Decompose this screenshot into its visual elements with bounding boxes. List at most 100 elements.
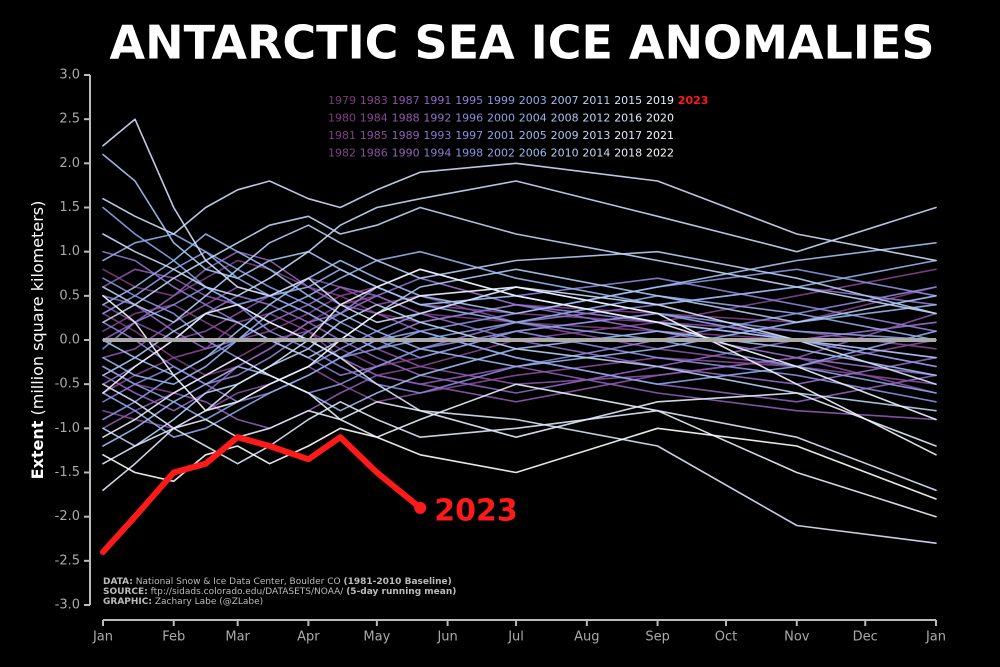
note-extra: (1981-2010 Baseline)	[344, 577, 452, 587]
series-line	[102, 286, 937, 385]
y-tick-label: 1.5	[59, 200, 80, 215]
series-line	[102, 286, 937, 456]
legend-entry: 2005	[519, 129, 547, 142]
legend-entry: 1981	[328, 129, 356, 142]
legend-entry: 2003	[519, 94, 547, 107]
legend-entry: 2012	[582, 112, 610, 125]
legend-entry: 2014	[582, 147, 610, 160]
y-tick-label: 0.0	[59, 333, 80, 348]
note-label: GRAPHIC:	[103, 597, 152, 607]
line-end-label: 2023	[434, 493, 518, 528]
legend-entry: 2000	[487, 112, 515, 125]
legend-entry: 2011	[582, 94, 610, 107]
x-tick-label: Jun	[436, 630, 457, 645]
series-line	[102, 162, 937, 262]
y-tick-label: 1.0	[59, 244, 80, 259]
x-tick-label: Sep	[645, 630, 670, 645]
series-line	[102, 268, 937, 421]
legend-entry: 2018	[614, 147, 642, 160]
legend-entry: 2020	[646, 112, 674, 125]
note-text: Zachary Labe (@ZLabe)	[155, 597, 263, 607]
legend-entry: 2013	[582, 129, 610, 142]
legend-entry: 2016	[614, 112, 642, 125]
legend-entry: 2015	[614, 94, 642, 107]
series-line	[102, 224, 937, 324]
legend-entry: 1984	[360, 112, 388, 125]
legend-entry: 1990	[392, 147, 420, 160]
series-line	[100, 434, 424, 555]
legend-entry: 1989	[392, 129, 420, 142]
legend-entry: 2002	[487, 147, 515, 160]
series-line	[102, 356, 937, 518]
note-label: DATA:	[103, 577, 133, 587]
legend-entry: 1987	[392, 94, 420, 107]
x-tick-label: Aug	[574, 630, 599, 645]
legend-entry: 2001	[487, 129, 515, 142]
legend-entry: 1985	[360, 129, 388, 142]
x-tick-label: Jan	[925, 630, 946, 645]
y-tick-label: -3.0	[55, 598, 80, 613]
legend-entry: 2004	[519, 112, 547, 125]
legend-entry: 2023	[678, 94, 709, 107]
x-tick-label: Mar	[225, 630, 250, 645]
legend-entry: 1992	[423, 112, 451, 125]
y-tick-label: 2.5	[59, 112, 80, 127]
legend-entry: 2008	[551, 112, 579, 125]
series-line	[102, 427, 937, 500]
legend-entry: 1999	[487, 94, 515, 107]
legend-entry: 2017	[614, 129, 642, 142]
legend-entry: 1979	[328, 94, 356, 107]
y-tick-label: 3.0	[59, 68, 80, 83]
line-end-point	[414, 501, 427, 514]
legend-entry: 2021	[646, 129, 674, 142]
legend-entry: 1983	[360, 94, 388, 107]
legend-entry: 1982	[328, 147, 356, 160]
note-extra: (5-day running mean)	[346, 587, 456, 597]
x-tick-label: Apr	[297, 630, 320, 645]
x-tick-label: Nov	[784, 630, 810, 645]
legend-entry: 1998	[455, 147, 483, 160]
source-note: GRAPHIC: Zachary Labe (@ZLabe)	[103, 597, 263, 607]
y-tick-label: -2.5	[55, 553, 80, 568]
y-tick-label: 2.0	[59, 156, 80, 171]
chart-title: ANTARCTIC SEA ICE ANOMALIES	[110, 16, 935, 70]
series-line	[102, 339, 937, 544]
y-tick-label: -0.5	[55, 377, 80, 392]
x-tick-label: Jan	[92, 630, 113, 645]
series-line	[102, 330, 937, 438]
lines	[102, 118, 937, 544]
legend-entry: 2010	[551, 147, 579, 160]
y-tick-label: -2.0	[55, 509, 80, 524]
x-tick-label: Dec	[853, 630, 878, 645]
y-tick-label: -1.0	[55, 421, 80, 436]
series-line	[102, 401, 937, 491]
legend-entry: 1980	[328, 112, 356, 125]
legend-entry: 1991	[423, 94, 451, 107]
note-label: SOURCE:	[103, 587, 148, 597]
note-text: National Snow & Ice Data Center, Boulder…	[136, 577, 341, 587]
legend-entry: 1997	[455, 129, 483, 142]
y-axis-label-text: (million square kilometers)	[28, 201, 47, 416]
series-line	[102, 250, 937, 368]
legend-entry: 2006	[519, 147, 547, 160]
series-line	[102, 303, 937, 447]
legend-entry: 1994	[423, 147, 451, 160]
x-tick-label: Jul	[507, 630, 524, 645]
legend-entry: 1995	[455, 94, 483, 107]
series-line	[102, 330, 937, 447]
series-line	[102, 180, 937, 297]
x-tick-label: May	[363, 630, 390, 645]
series-line	[102, 312, 937, 394]
y-tick-label: -1.5	[55, 465, 80, 480]
series-line	[102, 392, 937, 491]
legend-entry: 2007	[551, 94, 579, 107]
x-tick-label: Feb	[162, 630, 185, 645]
x-tick-label: Oct	[715, 630, 737, 645]
source-note: SOURCE: ftp://sidads.colorado.edu/DATASE…	[103, 587, 456, 597]
series-line	[102, 118, 937, 385]
note-text: ftp://sidads.colorado.edu/DATASETS/NOAA/	[151, 587, 345, 597]
series-line	[102, 206, 937, 324]
y-tick-label: 0.5	[59, 288, 80, 303]
